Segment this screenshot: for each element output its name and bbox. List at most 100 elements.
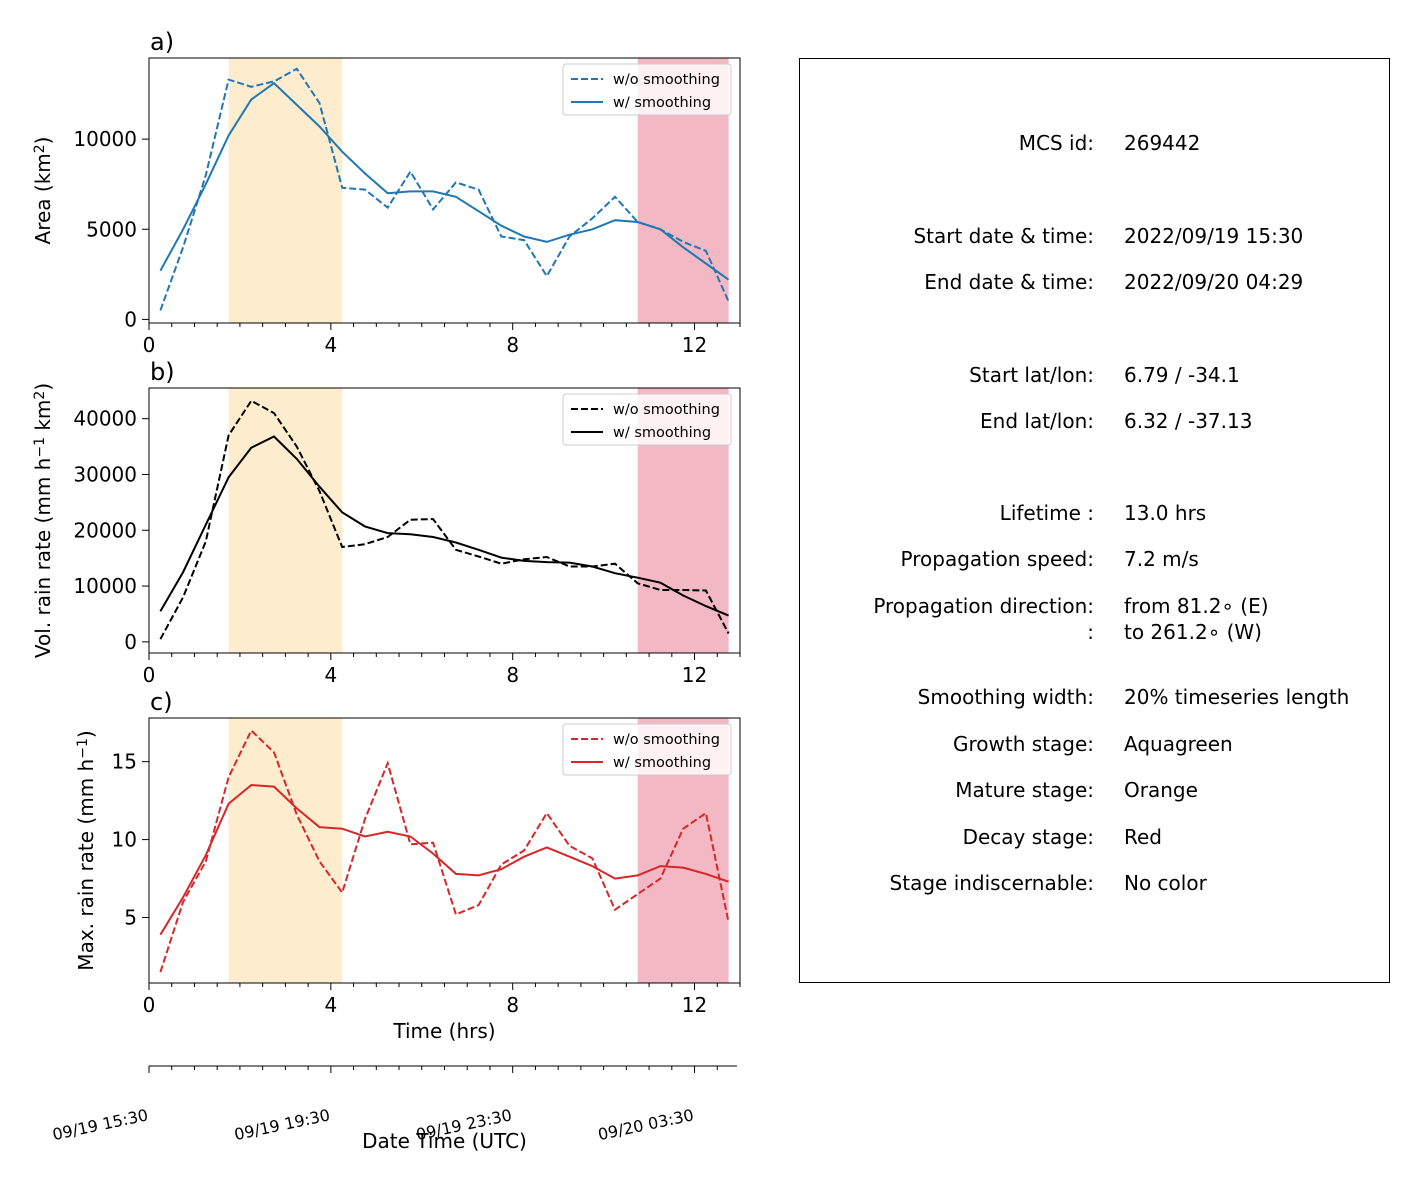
info-label: Stage indiscernable: (890, 871, 1094, 895)
y-tick-label: 5000 (86, 217, 137, 241)
x-tick-label: 0 (143, 333, 156, 357)
date-axis-label: Date Time (UTC) (362, 1129, 527, 1153)
info-value: 269442 (1124, 131, 1200, 155)
info-label: End date & time: (924, 270, 1094, 294)
y-label-superscript: 2 (32, 144, 48, 153)
legend-box (562, 723, 732, 776)
info-value: 6.32 / -37.13 (1124, 409, 1252, 433)
x-tick-label: 8 (506, 993, 519, 1017)
mcs-info-panel: MCS id: 269442 Start date & time: 2022/09/1… (799, 58, 1390, 983)
info-label: Propagation direction: (873, 594, 1094, 618)
info-label: Growth stage: (953, 732, 1094, 756)
legend-box (562, 393, 732, 446)
legend-label: w/o smoothing (613, 732, 720, 748)
info-value: Orange (1124, 778, 1198, 802)
stage-shade-mature-stage (228, 58, 343, 323)
info-value: from 81.2∘ (E) (1124, 594, 1269, 618)
info-label: Lifetime : (1000, 501, 1094, 525)
series-line-raw (159, 399, 730, 640)
series-line-raw (159, 728, 730, 973)
x-tick-label: 4 (324, 333, 337, 357)
info-value: 7.2 m/s (1124, 547, 1199, 571)
x-tick-label: 12 (682, 333, 707, 357)
x-tick-label: 12 (682, 663, 707, 687)
info-value: 20% timeseries length (1124, 685, 1349, 709)
info-value: 2022/09/20 04:29 (1124, 270, 1303, 294)
x-tick-label: 8 (506, 663, 519, 687)
y-tick-label: 15 (112, 750, 137, 774)
series-line-smoothed (159, 435, 729, 617)
legend: w/o smoothing w/ smoothing (562, 63, 732, 116)
panel-1: 0 4 8 12 0 5000 10000 a) Area (km2) w/o smoothing… (31, 28, 741, 357)
y-tick-label: 20000 (73, 518, 137, 542)
series-line-smoothed (159, 783, 729, 936)
y-axis-label: Vol. rain rate (mm h−1 km2) (31, 383, 55, 658)
date-time-axis: 09/19 15:30 09/19 19:30 09/19 23:30 09/20 0… (51, 1065, 737, 1153)
y-tick-label: 0 (124, 630, 137, 654)
legend-label: w/ smoothing (613, 755, 711, 771)
x-axis-label: Time (hrs) (392, 1019, 495, 1043)
y-tick-label: 30000 (73, 462, 137, 486)
series-line-raw (159, 67, 730, 311)
y-tick-label: 10 (112, 828, 137, 852)
info-label: Start date & time: (913, 224, 1094, 248)
info-label: Smoothing width: (918, 685, 1094, 709)
legend: w/o smoothing w/ smoothing (562, 393, 732, 446)
y-label-superscript: −1 (32, 437, 48, 458)
info-label: MCS id: (1019, 131, 1094, 155)
y-label-part: km (31, 400, 55, 437)
y-label-superscript: 2 (32, 391, 48, 400)
x-tick-label: 0 (143, 993, 156, 1017)
y-label-part: ) (31, 137, 55, 145)
legend: w/o smoothing w/ smoothing (562, 723, 732, 776)
info-value: 2022/09/19 15:30 (1124, 224, 1303, 248)
info-label: : (1087, 620, 1094, 644)
x-tick-label: 12 (682, 993, 707, 1017)
info-value: Red (1124, 825, 1162, 849)
y-tick-label: 40000 (73, 407, 137, 431)
panel-letter: b) (150, 358, 175, 386)
y-label-part: Max. rain rate (mm h (74, 759, 98, 971)
x-tick-label: 4 (324, 663, 337, 687)
info-value: Aquagreen (1124, 732, 1233, 756)
info-value: 6.79 / -34.1 (1124, 363, 1240, 387)
x-tick-label: 4 (324, 993, 337, 1017)
info-value: to 261.2∘ (W) (1124, 620, 1262, 644)
y-label-part: Vol. rain rate (mm h (31, 458, 55, 659)
info-box (799, 58, 1390, 983)
y-tick-label: 5 (124, 906, 137, 930)
date-tick-label: 09/19 19:30 (233, 1105, 332, 1144)
y-tick-label: 10000 (73, 127, 137, 151)
stage-shade-mature-stage (228, 718, 343, 983)
panel-letter: c) (150, 688, 173, 716)
y-label-part: ) (31, 383, 55, 391)
info-label: Decay stage: (963, 825, 1094, 849)
y-tick-label: 0 (124, 307, 137, 331)
panel-2: 0 4 8 12 0 10000 20000 30000 40000 b) Vol. rain ra… (31, 358, 741, 687)
stage-shade-mature-stage (228, 388, 343, 653)
y-label-part: Area (km (31, 153, 55, 244)
y-axis-label: Max. rain rate (mm h−1) (74, 730, 98, 970)
y-axis-label: Area (km2) (31, 137, 55, 245)
x-tick-label: 8 (506, 333, 519, 357)
legend-label: w/o smoothing (613, 402, 720, 418)
legend-label: w/ smoothing (613, 425, 711, 441)
legend-label: w/ smoothing (613, 95, 711, 111)
info-label: End lat/lon: (980, 409, 1094, 433)
date-tick-label: 09/19 15:30 (51, 1105, 150, 1144)
info-label: Start lat/lon: (969, 363, 1094, 387)
y-label-superscript: −1 (75, 738, 91, 759)
legend-label: w/o smoothing (613, 72, 720, 88)
info-label: Propagation speed: (901, 547, 1094, 571)
y-label-part: ) (74, 730, 98, 738)
legend-box (562, 63, 732, 116)
series-line-smoothed (159, 81, 730, 281)
info-value: No color (1124, 871, 1208, 895)
panel-3: 0 4 8 12 5 10 15 c) Max. rain rate (mm h−1) Time … (74, 688, 741, 1043)
date-tick-label: 09/20 03:30 (596, 1105, 695, 1144)
y-tick-label: 10000 (73, 574, 137, 598)
info-label: Mature stage: (955, 778, 1094, 802)
x-tick-label: 0 (143, 663, 156, 687)
